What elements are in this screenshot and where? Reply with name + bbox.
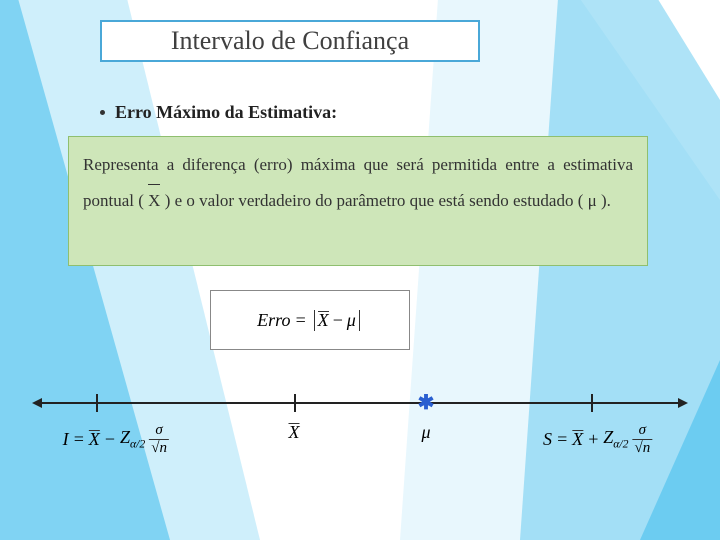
number-line-axis <box>40 402 680 404</box>
label-mu: μ <box>421 422 430 443</box>
tick-I <box>96 394 98 412</box>
error-formula-box: Erro = X − μ <box>210 290 410 350</box>
minus-sign: − <box>332 310 344 331</box>
definition-mid: ) e o valor verdadeiro do parâmetro que … <box>165 191 584 210</box>
bullet-dot <box>100 110 105 115</box>
tick-xbar <box>294 394 296 412</box>
label-xbar: X <box>289 422 300 443</box>
arrow-right-icon <box>678 398 688 408</box>
abs-expression: X − μ <box>311 310 363 331</box>
equals-sign: = <box>294 310 306 331</box>
bullet-label: Erro Máximo da Estimativa: <box>115 102 337 123</box>
definition-suffix: ). <box>601 191 611 210</box>
mu-marker: ✱ <box>418 397 435 409</box>
xbar-symbol: X <box>318 310 329 331</box>
error-lhs: Erro <box>257 310 290 331</box>
definition-box: Representa a diferença (erro) máxima que… <box>68 136 648 266</box>
slide-title: Intervalo de Confiança <box>171 26 409 56</box>
label-S: S = X + Zα/2 σ √n <box>543 422 652 456</box>
xbar-symbol: X <box>148 183 160 219</box>
number-line: I = X − Zα/2 σ √n X ✱ μ S = X + Zα/2 σ √… <box>30 380 690 500</box>
title-box: Intervalo de Confiança <box>100 20 480 62</box>
mu-symbol: μ <box>588 191 597 210</box>
tick-S <box>591 394 593 412</box>
label-I: I = X − Zα/2 σ √n <box>63 422 169 456</box>
mu-symbol: μ <box>347 310 356 331</box>
bullet-heading: Erro Máximo da Estimativa: <box>100 102 337 123</box>
